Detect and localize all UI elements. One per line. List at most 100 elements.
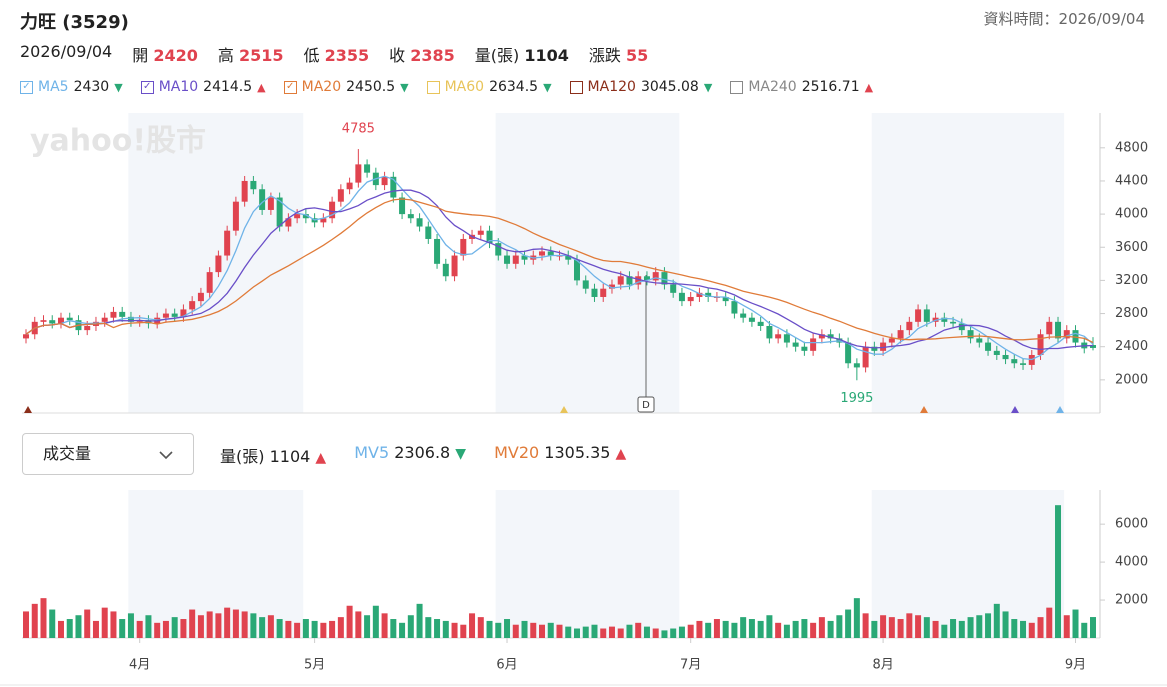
legend-name: MA20 bbox=[301, 79, 342, 95]
quote-row: 2026/09/04 開 2420 高 2515 低 2355 收 2385 量… bbox=[20, 42, 648, 66]
event-label: D bbox=[642, 400, 650, 411]
candle-body bbox=[451, 255, 458, 277]
volume-bar bbox=[976, 615, 983, 638]
candle-body bbox=[827, 334, 834, 339]
month-band bbox=[128, 490, 304, 638]
candle-body bbox=[696, 292, 703, 297]
volume-bar bbox=[1011, 619, 1018, 638]
legend-value: 2430 bbox=[73, 79, 110, 95]
candle-body bbox=[442, 263, 449, 277]
candle-body bbox=[495, 243, 502, 256]
candle-body bbox=[643, 276, 650, 281]
candle-body bbox=[215, 255, 222, 273]
legend-item: MV5 2306.8 ▼ bbox=[354, 443, 466, 467]
candle-body bbox=[976, 338, 983, 343]
legend-value: 2414.5 bbox=[203, 79, 253, 95]
volume-bar bbox=[923, 617, 930, 638]
volume-bar bbox=[346, 605, 353, 638]
legend-trend: ▲ bbox=[257, 80, 266, 94]
x-tick-label: 4月 bbox=[129, 658, 150, 673]
volume-bar bbox=[206, 611, 213, 638]
volume-bar bbox=[836, 615, 843, 638]
legend-trend: ▲ bbox=[864, 80, 874, 94]
candle-body bbox=[206, 272, 213, 293]
candle-body bbox=[600, 288, 607, 297]
volume-bar bbox=[241, 611, 248, 638]
volume-bar bbox=[390, 619, 397, 638]
candle-body bbox=[1046, 321, 1053, 335]
volume-bar bbox=[416, 603, 423, 638]
candle-body bbox=[713, 296, 720, 298]
volume-bar bbox=[1046, 607, 1053, 638]
legend-item[interactable]: MA240 2516.71 ▲ bbox=[730, 79, 873, 95]
legend-item[interactable]: MA60 2634.5 ▼ bbox=[426, 79, 552, 95]
volume-bar bbox=[608, 626, 615, 638]
marker bbox=[1011, 406, 1019, 413]
volume-bar bbox=[582, 626, 589, 638]
candle-body bbox=[722, 296, 729, 302]
indicator-select[interactable]: 成交量 bbox=[22, 433, 194, 475]
volume-bar bbox=[276, 619, 283, 638]
y-tick-label: 4400 bbox=[1115, 173, 1148, 188]
candle-body bbox=[381, 176, 388, 186]
candle-body bbox=[512, 255, 519, 264]
candle-body bbox=[783, 334, 790, 343]
candle-body bbox=[1055, 321, 1062, 339]
volume-bar bbox=[23, 611, 29, 638]
candle-body bbox=[923, 309, 930, 322]
volume-bar bbox=[302, 619, 309, 638]
event-box bbox=[637, 396, 655, 413]
volume-bar bbox=[1090, 617, 1096, 638]
legend-item[interactable]: MA120 3045.08 ▼ bbox=[569, 79, 712, 95]
legend-trend: ▼ bbox=[114, 80, 123, 94]
x-tick-label: 8月 bbox=[872, 658, 893, 673]
candle-body bbox=[241, 180, 248, 202]
candle-body bbox=[171, 313, 178, 317]
quote: 低 2355 bbox=[303, 46, 370, 65]
volume-bar bbox=[993, 603, 1000, 638]
legend-item[interactable]: ✓ MA5 2430 ▼ bbox=[20, 79, 123, 95]
candle-body bbox=[49, 320, 56, 324]
legend-item: MV20 1305.35 ▲ bbox=[494, 443, 626, 467]
legend-item[interactable]: ✓ MA10 2414.5 ▲ bbox=[140, 79, 266, 95]
volume-bar bbox=[215, 613, 222, 638]
candle-body bbox=[407, 214, 414, 219]
candle-body bbox=[818, 334, 825, 339]
candle-body bbox=[285, 218, 292, 227]
volume-bar bbox=[722, 620, 729, 638]
candle-body bbox=[652, 272, 659, 281]
legend-trend: ▲ bbox=[615, 446, 627, 462]
x-tick-label: 6月 bbox=[496, 658, 517, 673]
candle-body bbox=[810, 338, 817, 351]
volume-bar bbox=[985, 613, 992, 638]
candle-body bbox=[136, 320, 143, 322]
quote: 量(張) 1104 bbox=[474, 46, 569, 65]
candle-body bbox=[92, 321, 99, 326]
volume-bar bbox=[337, 617, 344, 638]
legend-value: 3045.08 bbox=[640, 79, 699, 95]
volume-bar bbox=[372, 605, 379, 638]
volume-bar bbox=[871, 620, 878, 638]
volume-bar bbox=[486, 620, 493, 638]
candle-body bbox=[1072, 330, 1079, 343]
candle-body bbox=[941, 317, 948, 322]
y-tick-label: 2000 bbox=[1115, 372, 1148, 387]
candle-body bbox=[591, 288, 598, 297]
volume-bar bbox=[232, 609, 239, 638]
volume-bar bbox=[958, 620, 965, 638]
volume-bar bbox=[775, 622, 782, 638]
candle-body bbox=[311, 218, 318, 223]
quote: 漲跌 55 bbox=[588, 46, 649, 65]
volume-bar bbox=[880, 615, 887, 638]
candle-body bbox=[346, 182, 353, 190]
volume-bar bbox=[950, 619, 957, 638]
volume-bar bbox=[565, 626, 572, 638]
legend-name: MV5 bbox=[354, 443, 390, 462]
month-band bbox=[871, 113, 1065, 413]
legend-item[interactable]: ✓ MA20 2450.5 ▼ bbox=[283, 79, 409, 95]
candle-body bbox=[425, 226, 432, 239]
candle-body bbox=[101, 317, 108, 322]
volume-bar bbox=[862, 613, 869, 638]
volume-bar bbox=[311, 620, 318, 638]
volume-bar bbox=[810, 622, 817, 638]
